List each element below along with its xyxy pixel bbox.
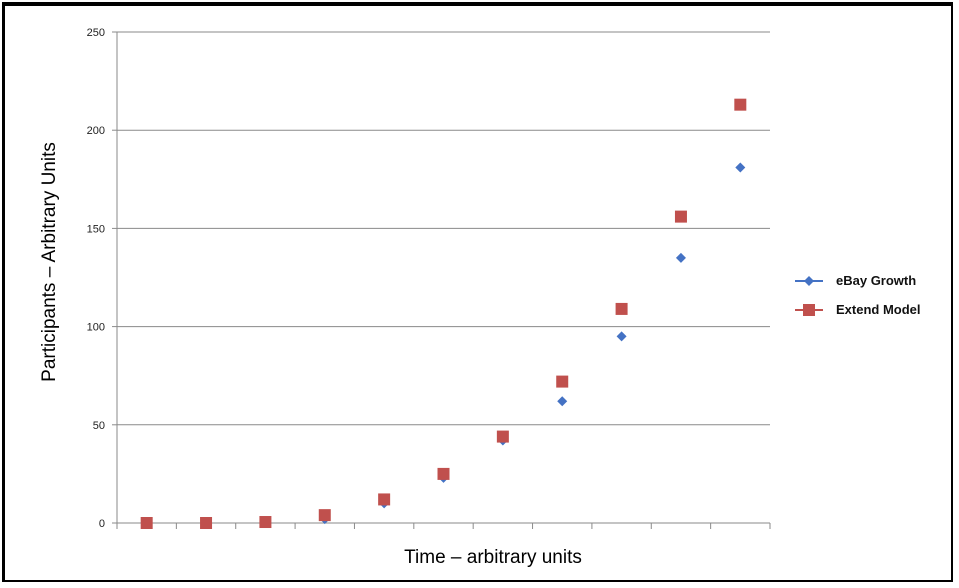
y-tick-label-250: 250: [87, 27, 105, 39]
point-ebay-growth-8: [557, 396, 568, 407]
y-tick-labels: 0 50 100 150 200 250: [87, 27, 105, 530]
legend: eBay Growth Extend Model: [795, 273, 921, 317]
legend-label-ebay-growth: eBay Growth: [836, 273, 916, 288]
legend-label-extend-model: Extend Model: [836, 302, 921, 317]
axes: [112, 31, 771, 529]
gridlines: [117, 31, 770, 426]
y-axis-title: Participants – Arbitrary Units: [39, 142, 60, 382]
point-extend-model-5: [378, 493, 391, 506]
y-tick-label-50: 50: [93, 420, 105, 432]
point-extend-model-10: [674, 210, 687, 223]
point-extend-model-11: [734, 98, 747, 111]
legend-marker-ebay-growth: [804, 276, 814, 286]
point-ebay-growth-11: [735, 162, 746, 173]
y-tick-label-0: 0: [99, 518, 105, 530]
chart-frame: [2, 2, 953, 582]
y-tick-label-100: 100: [87, 322, 105, 334]
point-extend-model-4: [318, 509, 331, 522]
data-points: [140, 98, 747, 529]
point-extend-model-1: [140, 517, 153, 529]
point-extend-model-6: [437, 467, 450, 480]
legend-marker-extend-model: [803, 304, 815, 316]
point-extend-model-7: [496, 430, 509, 443]
y-tick-label-150: 150: [87, 223, 105, 235]
point-ebay-growth-10: [675, 252, 686, 263]
point-ebay-growth-9: [616, 331, 627, 342]
point-extend-model-9: [615, 302, 628, 315]
point-extend-model-2: [200, 517, 213, 529]
legend-item-ebay-growth: eBay Growth: [795, 273, 916, 288]
legend-item-extend-model: Extend Model: [795, 302, 921, 317]
point-extend-model-3: [259, 516, 272, 529]
point-extend-model-8: [556, 375, 569, 388]
y-tick-label-200: 200: [87, 125, 105, 137]
x-axis-title: Time – arbitrary units: [404, 547, 582, 568]
